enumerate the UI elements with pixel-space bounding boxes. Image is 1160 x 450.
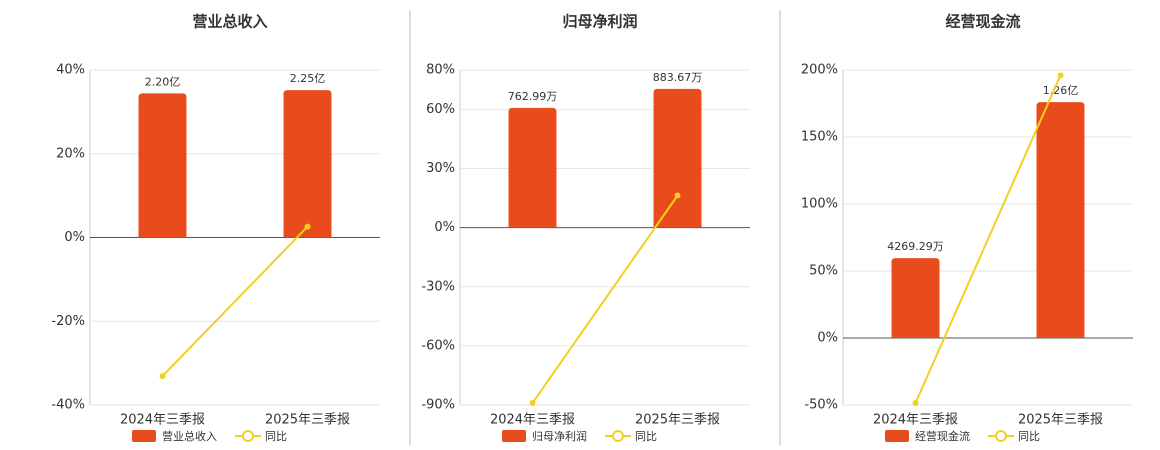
x-tick-label: 2025年三季报 [1018,413,1103,428]
y-tick-label: 50% [809,264,838,279]
bar [283,90,332,238]
legend-label: 归母净利润 [532,429,587,443]
legend-label: 同比 [635,430,657,443]
chart-title: 营业总收入 [192,13,267,31]
legend-swatch [885,430,909,442]
bar [1036,102,1085,338]
y-tick-label: 0% [64,230,85,245]
bar [508,107,557,228]
x-tick-label: 2024年三季报 [873,413,958,428]
line [531,194,679,404]
legend-label: 同比 [265,430,287,443]
bar [891,258,940,338]
y-tick-label: 80% [426,63,455,78]
x-tick-label: 2025年三季报 [635,413,720,428]
y-tick-label: 0% [434,220,455,235]
line-point [912,399,919,406]
y-tick-label: 20% [56,146,85,161]
y-tick-label: 0% [817,331,838,346]
y-tick-label: 40% [56,63,85,78]
line-point [674,192,681,199]
x-tick-label: 2025年三季报 [265,413,350,428]
line-point [529,400,536,407]
legend-swatch [502,430,526,442]
legend-marker [995,430,1007,442]
legend-swatch [132,430,156,442]
data-label: 4269.29万 [887,240,944,253]
legend-marker [242,430,254,442]
legend-marker [612,430,624,442]
data-label: 883.67万 [653,71,703,84]
y-tick-label: 100% [801,197,838,212]
y-tick-label: -40% [51,398,85,413]
data-label: 762.99万 [508,90,558,103]
y-tick-label: 30% [426,161,455,176]
line [161,225,309,377]
bar [653,88,702,228]
y-tick-label: -90% [421,398,455,413]
x-tick-label: 2024年三季报 [120,413,205,428]
data-label: 1.26亿 [1043,84,1079,97]
x-tick-label: 2024年三季报 [490,413,575,428]
line-point [1057,72,1064,79]
chart-title: 经营现金流 [945,13,1020,31]
chart-title: 归母净利润 [562,13,637,31]
y-tick-label: -50% [804,398,838,413]
legend-label: 营业总收入 [162,429,217,443]
line-point [159,373,166,380]
legend-label: 经营现金流 [915,429,970,443]
y-tick-label: 60% [426,102,455,117]
line-point [304,223,311,230]
y-tick-label: -20% [51,314,85,329]
y-tick-label: -60% [421,338,455,353]
data-label: 2.25亿 [290,72,326,85]
y-tick-label: 150% [801,130,838,145]
bar [138,93,187,238]
y-tick-label: -30% [421,279,455,294]
line [914,74,1062,404]
y-tick-label: 200% [801,63,838,78]
data-label: 2.20亿 [145,75,181,88]
legend-label: 同比 [1018,430,1040,443]
